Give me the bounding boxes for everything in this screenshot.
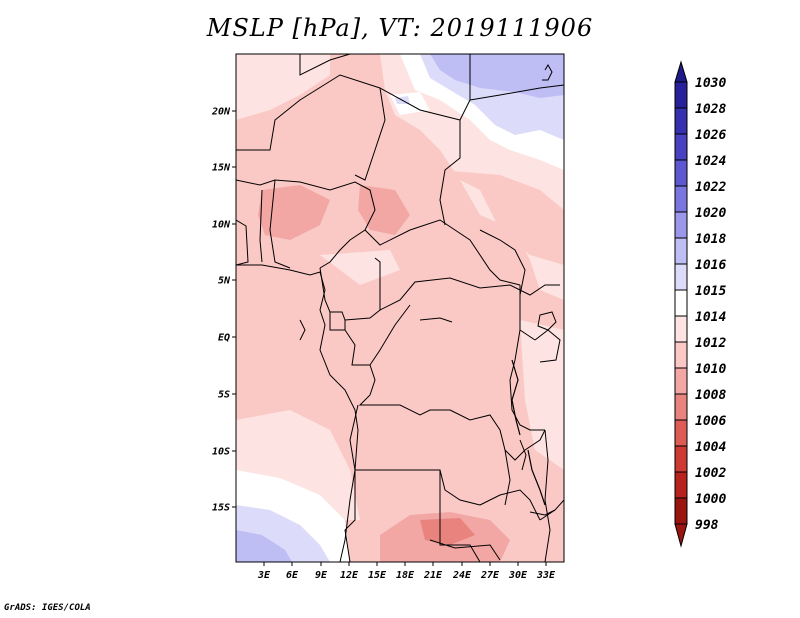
- lon-tick-label: 6E: [286, 570, 299, 581]
- colorbar-label: 1026: [695, 128, 726, 143]
- field-1012-northwest: [236, 54, 330, 120]
- lon-tick-label: 24E: [452, 570, 472, 581]
- colorbar-swatch: [674, 393, 688, 421]
- lat-tick-label: 20N: [211, 107, 231, 118]
- field-1016-north: [430, 54, 564, 98]
- colorbar-label: 1008: [695, 388, 726, 403]
- colorbar-swatch: [674, 497, 688, 525]
- country-borders: [236, 54, 564, 562]
- colorbar-label: 1020: [695, 206, 726, 221]
- colorbar-swatch: [674, 263, 688, 291]
- border-algeria: [299, 54, 351, 76]
- colorbar-swatch: [674, 419, 688, 447]
- lon-tick-label: 30E: [508, 570, 528, 581]
- longitude-axis: 3E 6E 9E 12E 15E 18E 21E 24E 27E 30E 33E: [257, 562, 556, 581]
- colorbar-swatch: [674, 211, 688, 239]
- colorbar-label: 1006: [695, 414, 726, 429]
- colorbar-label: 1016: [695, 258, 726, 273]
- colorbar-top-arrow: [674, 60, 688, 83]
- colorbar-swatch: [674, 315, 688, 343]
- field-1006-southern: [420, 518, 475, 545]
- lat-tick-label: EQ: [218, 333, 230, 344]
- field-1012-eastafrica: [520, 320, 564, 470]
- lat-tick-label: 15S: [212, 503, 230, 514]
- colorbar-label: 1014: [695, 310, 726, 325]
- lon-tick-label: 33E: [536, 570, 556, 581]
- colorbar-label: 1024: [695, 154, 726, 169]
- colorbar-swatch: [674, 237, 688, 265]
- lon-tick-label: 12E: [340, 570, 359, 581]
- colorbar-label: 1002: [695, 466, 726, 481]
- colorbar-label: 1015: [695, 284, 726, 299]
- map-frame: [235, 53, 565, 563]
- colorbar-label: 1022: [695, 180, 726, 195]
- colorbar-swatch: [674, 107, 688, 135]
- colorbar: 1030 1028 1026 1024 1022 1020 1018 1016 1015 1014…: [674, 60, 726, 548]
- colorbar-label: 1030: [695, 76, 726, 91]
- map-title: MSLP [hPa], VT: 2019111906: [206, 14, 594, 42]
- colorbar-label: 998: [695, 518, 719, 533]
- lat-tick-label: 10N: [212, 220, 231, 231]
- colorbar-swatch: [674, 471, 688, 499]
- colorbar-swatch: [674, 185, 688, 213]
- lon-tick-label: 18E: [396, 570, 415, 581]
- colorbar-label: 1018: [695, 232, 726, 247]
- field-1010-sudan: [440, 170, 564, 265]
- colorbar-swatch: [674, 81, 688, 109]
- lat-tick-label: 5N: [218, 276, 231, 287]
- colorbar-label: 1010: [695, 362, 726, 377]
- lat-tick-label: 10S: [212, 447, 230, 458]
- latitude-axis: 20N 15N 10N 5N EQ 5S 10S 15S: [211, 107, 236, 514]
- colorbar-bottom-arrow: [674, 523, 688, 548]
- lat-tick-label: 15N: [212, 163, 231, 174]
- colorbar-swatch: [674, 289, 688, 317]
- pressure-field: [236, 54, 564, 562]
- colorbar-swatch: [674, 133, 688, 161]
- grads-credit: GrADS: IGES/COLA: [4, 603, 91, 613]
- colorbar-label: 1012: [695, 336, 726, 351]
- colorbar-swatch: [674, 159, 688, 187]
- lon-tick-label: 3E: [257, 570, 271, 581]
- colorbar-label: 1004: [695, 440, 726, 455]
- field-1016-southwest: [236, 530, 292, 562]
- colorbar-swatch: [674, 445, 688, 473]
- colorbar-swatch: [674, 367, 688, 395]
- lon-tick-label: 9E: [315, 570, 328, 581]
- field-1008-westafrica: [258, 185, 330, 240]
- colorbar-swatch: [674, 341, 688, 369]
- field-1008-chad: [358, 185, 410, 235]
- colorbar-label: 1000: [695, 492, 726, 507]
- lon-tick-label: 21E: [423, 570, 443, 581]
- lon-tick-label: 15E: [368, 570, 387, 581]
- colorbar-label: 1028: [695, 102, 726, 117]
- lon-tick-label: 27E: [480, 570, 500, 581]
- lat-tick-label: 5S: [218, 390, 230, 401]
